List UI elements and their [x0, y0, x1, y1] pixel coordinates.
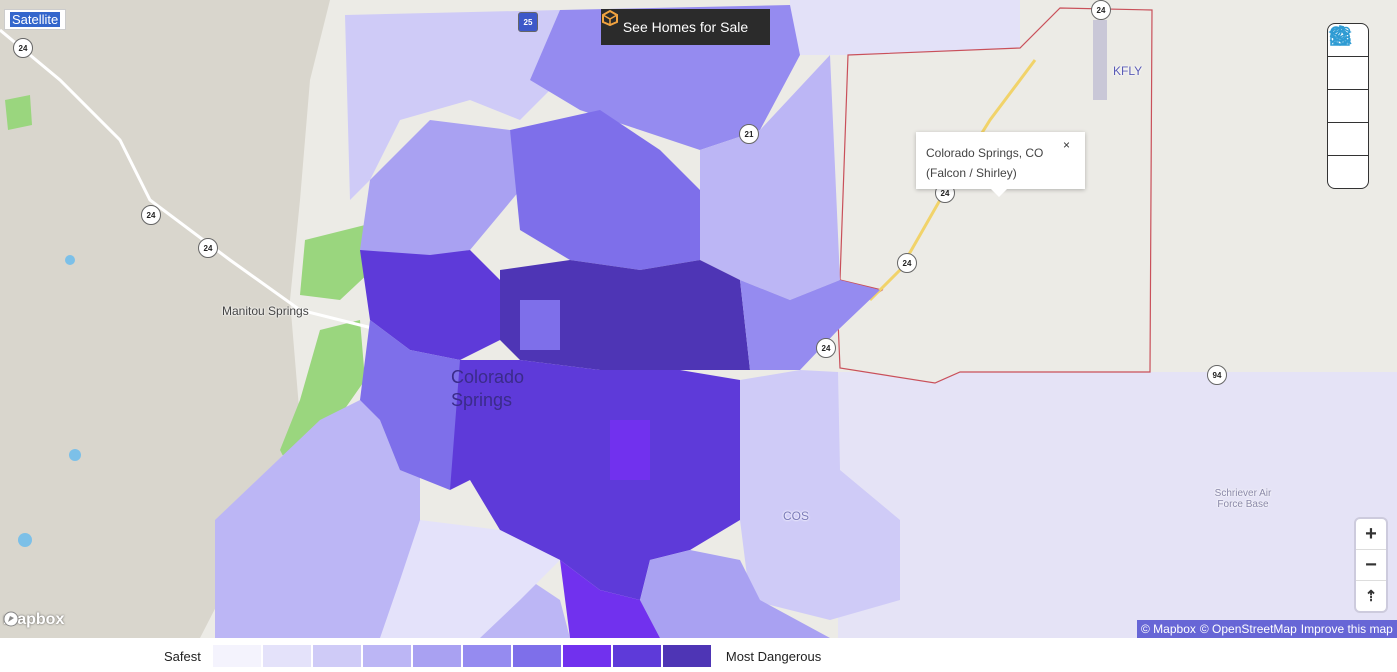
district: [360, 320, 470, 490]
zoom-in-button[interactable]: +: [1356, 519, 1386, 550]
district: [360, 250, 500, 360]
map-tools: [1327, 23, 1369, 189]
mapbox-logo-text: mapbox: [3, 611, 65, 628]
satellite-toggle-button[interactable]: Satellite: [4, 9, 67, 30]
improve-map-link[interactable]: Improve this map: [1300, 622, 1393, 636]
legend-swatch: [662, 645, 711, 667]
location-popup: Colorado Springs, CO (Falcon / Shirley) …: [916, 132, 1085, 197]
legend-swatch: [412, 645, 461, 667]
legend-swatches: [212, 645, 713, 667]
district: [360, 120, 520, 260]
region-north: [790, 0, 1020, 55]
park-area: [5, 95, 32, 130]
zoom-out-button[interactable]: −: [1356, 550, 1386, 581]
legend-swatch: [262, 645, 311, 667]
place-label-cos: COS: [783, 509, 810, 523]
zoom-controls: + − ⇡: [1356, 519, 1386, 611]
route-shield-icon: 24: [141, 205, 161, 225]
park-area: [300, 225, 372, 300]
mapbox-logo[interactable]: mapbox: [3, 611, 64, 629]
osm-attribution-link[interactable]: © OpenStreetMap: [1199, 622, 1297, 636]
mountain-terrain: [0, 0, 330, 638]
crime-map[interactable]: Satellite See Homes for Sale Manitou Spr…: [0, 0, 1397, 638]
layers-icon: [1328, 26, 1352, 46]
compass-button[interactable]: ⇡: [1364, 588, 1378, 605]
legend-swatch: [362, 645, 411, 667]
popup-line2: (Falcon / Shirley): [926, 166, 1017, 180]
route-shield-icon: 21: [739, 124, 759, 144]
legend-safest-label: Safest: [164, 648, 201, 664]
interstate-shield-icon: 25: [518, 12, 538, 32]
place-label-schriever: Schriever Air Force Base: [1214, 488, 1272, 510]
district: [700, 55, 840, 300]
region-east: [838, 372, 1397, 638]
lake: [69, 449, 81, 461]
legend-swatch: [612, 645, 661, 667]
legend-swatch: [212, 645, 261, 667]
popup-close-button[interactable]: ×: [1062, 138, 1070, 152]
box-icon: [602, 9, 618, 27]
attribution-bar: © Mapbox © OpenStreetMap Improve this ma…: [1137, 620, 1397, 638]
legend-swatch: [562, 645, 611, 667]
district: [450, 360, 740, 600]
see-homes-label: See Homes for Sale: [622, 19, 749, 35]
district: [740, 370, 900, 620]
lake: [65, 255, 75, 265]
school-tool-button[interactable]: [1328, 25, 1368, 156]
park-area: [280, 320, 365, 470]
route-shield-icon: 24: [198, 238, 218, 258]
route-shield-icon: 94: [1207, 365, 1227, 385]
place-label-manitou: Manitou Springs: [222, 304, 309, 318]
satellite-label: Satellite: [10, 12, 61, 27]
map-canvas: [0, 0, 1397, 638]
district: [510, 110, 700, 270]
place-label-kfly: KFLY: [1113, 64, 1143, 78]
place-label-city: Colorado Springs: [451, 367, 525, 410]
mapbox-icon: [3, 611, 19, 627]
safety-legend: Safest Most Dangerous: [0, 640, 1397, 672]
mapbox-attribution-link[interactable]: © Mapbox: [1141, 622, 1196, 636]
route-shield-icon: 24: [816, 338, 836, 358]
district: [560, 560, 660, 638]
district: [500, 260, 750, 370]
legend-swatch: [312, 645, 361, 667]
district: [740, 280, 880, 370]
lake: [18, 533, 32, 547]
district: [345, 10, 580, 200]
people-tool-button[interactable]: [1328, 26, 1368, 90]
route-shield-icon: 24: [1091, 0, 1111, 20]
district: [520, 300, 560, 350]
legend-swatch: [462, 645, 511, 667]
district: [380, 520, 560, 638]
district: [640, 550, 830, 638]
district: [610, 420, 650, 480]
see-homes-button[interactable]: See Homes for Sale: [601, 9, 770, 45]
route-shield-icon: 24: [897, 253, 917, 273]
layers-tool-button[interactable]: [1328, 26, 1368, 188]
legend-most-dangerous-label: Most Dangerous: [725, 648, 822, 664]
popup-line1: Colorado Springs, CO: [926, 146, 1044, 160]
road-us24-west: [0, 28, 381, 332]
route-tool-button[interactable]: [1328, 26, 1368, 123]
legend-swatch: [512, 645, 561, 667]
route-shield-icon: 24: [13, 38, 33, 58]
